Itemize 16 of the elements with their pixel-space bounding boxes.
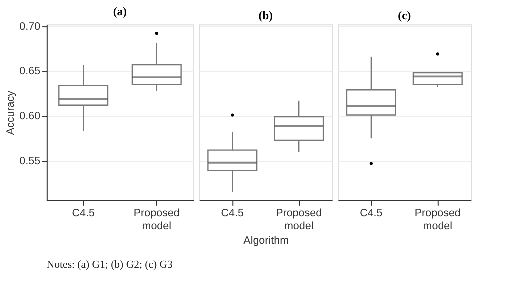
y-tick-label: 0.70: [20, 20, 41, 33]
x-tick-label: Proposed model: [276, 208, 322, 232]
x-axis-title: Algorithm: [244, 235, 290, 248]
y-tick-label: 0.60: [20, 110, 41, 123]
chart-title: (b): [258, 10, 274, 23]
y-tick-label: 0.55: [20, 155, 41, 168]
x-tick-label: C4.5: [221, 208, 244, 220]
x-tick-label: C4.5: [360, 208, 383, 220]
x-tick-label: Proposed model: [134, 208, 180, 232]
chart-title: (a): [113, 6, 128, 19]
x-tick-label: Proposed model: [414, 208, 461, 232]
y-axis-title: Accuracy: [4, 90, 17, 136]
x-tick-label: C4.5: [72, 208, 95, 220]
chart-title: (c): [398, 10, 412, 23]
y-tick-label: 0.65: [20, 66, 41, 78]
text: Notes: (a) G1; (b) G2; (c) G3: [46, 258, 173, 271]
